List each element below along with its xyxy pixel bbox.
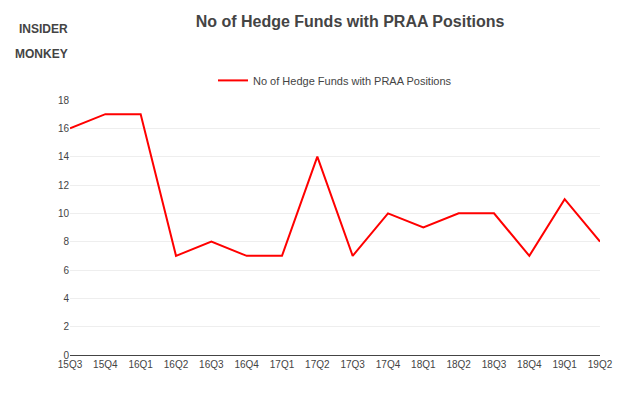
svg-text:No of Hedge Funds with PRAA Po: No of Hedge Funds with PRAA Positions [253, 75, 452, 87]
svg-text:MONKEY: MONKEY [15, 47, 68, 61]
svg-text:18Q4: 18Q4 [517, 359, 542, 370]
svg-text:18Q3: 18Q3 [482, 359, 507, 370]
svg-text:4: 4 [63, 293, 69, 304]
svg-text:16Q3: 16Q3 [199, 359, 224, 370]
svg-text:6: 6 [63, 265, 69, 276]
svg-text:2: 2 [63, 321, 69, 332]
svg-text:8: 8 [63, 236, 69, 247]
svg-text:16Q4: 16Q4 [234, 359, 259, 370]
svg-text:12: 12 [58, 180, 70, 191]
svg-text:14: 14 [58, 151, 70, 162]
svg-text:0: 0 [63, 350, 69, 361]
svg-text:16: 16 [58, 123, 70, 134]
svg-text:15Q3: 15Q3 [58, 359, 83, 370]
svg-text:18: 18 [58, 95, 70, 106]
svg-text:15Q4: 15Q4 [93, 359, 118, 370]
svg-text:16Q1: 16Q1 [128, 359, 153, 370]
svg-text:19Q1: 19Q1 [552, 359, 577, 370]
svg-text:10: 10 [58, 208, 70, 219]
svg-text:18Q1: 18Q1 [411, 359, 436, 370]
svg-text:17Q2: 17Q2 [305, 359, 330, 370]
svg-text:19Q2: 19Q2 [588, 359, 613, 370]
svg-text:17Q1: 17Q1 [270, 359, 295, 370]
svg-text:18Q2: 18Q2 [446, 359, 471, 370]
svg-text:16Q2: 16Q2 [164, 359, 189, 370]
svg-text:INSIDER: INSIDER [19, 22, 68, 36]
svg-text:No of Hedge Funds with PRAA Po: No of Hedge Funds with PRAA Positions [196, 13, 505, 30]
svg-text:17Q3: 17Q3 [340, 359, 365, 370]
svg-text:17Q4: 17Q4 [376, 359, 401, 370]
